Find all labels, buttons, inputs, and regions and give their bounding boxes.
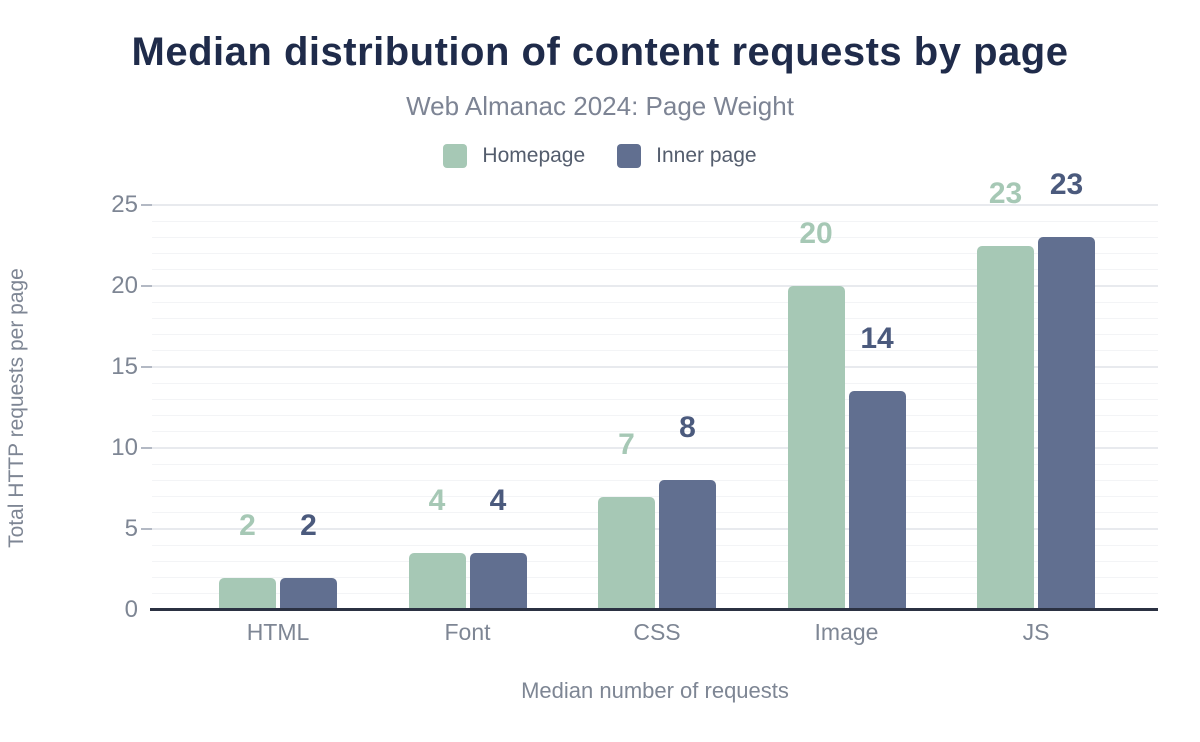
homepage-value-label: 23	[988, 176, 1023, 210]
homepage-value-label: 20	[799, 217, 833, 250]
y-tick-label: 25	[111, 191, 138, 218]
gridline-minor	[152, 415, 1158, 417]
x-category-label: Font	[444, 619, 491, 645]
gridline-major	[152, 204, 1158, 206]
gridline-minor	[152, 431, 1158, 433]
homepage-value-label: 4	[428, 484, 446, 518]
homepage-value-label: 7	[618, 427, 635, 461]
y-axis-title: Total HTTP requests per page	[5, 268, 28, 548]
y-tick-mark	[141, 528, 152, 530]
gridline-minor	[152, 253, 1158, 255]
legend-item-homepage: Homepage	[443, 144, 585, 168]
y-tick-label: 15	[111, 353, 138, 380]
inner-page-value-label: 14	[860, 322, 894, 356]
legend-label-inner-page: Inner page	[656, 144, 757, 167]
x-category-label: JS	[1022, 619, 1050, 645]
inner-page-bar	[280, 577, 337, 610]
gridline-minor	[152, 236, 1158, 238]
homepage-bar	[219, 577, 276, 610]
inner-page-swatch-icon	[617, 144, 642, 168]
y-tick-mark	[141, 285, 152, 287]
gridline-minor	[152, 479, 1158, 481]
inner-page-value-label: 2	[300, 508, 317, 542]
inner-page-bar	[848, 391, 906, 610]
gridline-minor	[152, 220, 1158, 222]
gridline-minor	[152, 560, 1158, 562]
homepage-value-label: 2	[239, 508, 256, 542]
y-tick-label: 0	[124, 596, 138, 623]
gridline-minor	[152, 350, 1158, 352]
chart-subtitle: Web Almanac 2024: Page Weight	[406, 91, 794, 121]
gridline-minor	[152, 577, 1158, 579]
gridline-minor	[152, 593, 1158, 595]
gridline-minor	[152, 301, 1158, 303]
chart-title: Median distribution of content requests …	[131, 30, 1069, 74]
homepage-bar	[598, 496, 655, 610]
gridline-minor	[152, 382, 1158, 384]
inner-page-bar	[469, 553, 527, 610]
legend-label-homepage: Homepage	[482, 144, 586, 167]
gridline-major	[152, 447, 1158, 449]
x-category-label: CSS	[633, 619, 681, 645]
homepage-bar	[408, 553, 466, 610]
x-axis-line	[150, 608, 1158, 611]
x-category-label: HTML	[246, 619, 310, 645]
inner-page-value-label: 8	[679, 411, 696, 445]
chart-legend: Homepage Inner page	[0, 142, 1200, 170]
gridline-minor	[152, 463, 1158, 465]
y-tick-mark	[141, 366, 152, 368]
legend-item-inner-page: Inner page	[617, 144, 757, 168]
inner-page-bar	[659, 480, 716, 610]
gridline-minor	[152, 398, 1158, 400]
gridline-major	[152, 285, 1158, 287]
gridline-major	[152, 366, 1158, 368]
gridline-minor	[152, 512, 1158, 514]
inner-page-bar	[1038, 237, 1095, 610]
gridline-minor	[152, 496, 1158, 498]
y-tick-label: 10	[111, 434, 138, 461]
y-tick-mark	[141, 447, 152, 449]
gridline-minor	[152, 334, 1158, 336]
y-tick-mark	[141, 204, 152, 206]
gridline-minor	[152, 269, 1158, 271]
gridline-minor	[152, 317, 1158, 319]
homepage-bar	[787, 286, 845, 610]
homepage-swatch-icon	[443, 144, 468, 168]
y-tick-label: 20	[111, 272, 138, 299]
gridline-major	[152, 528, 1158, 530]
x-axis-title: Median number of requests	[521, 678, 789, 703]
inner-page-value-label: 23	[1049, 168, 1084, 202]
y-tick-label: 5	[124, 515, 138, 542]
homepage-bar	[977, 245, 1034, 610]
x-category-label: Image	[814, 619, 879, 645]
inner-page-value-label: 4	[489, 484, 507, 518]
gridline-minor	[152, 544, 1158, 546]
